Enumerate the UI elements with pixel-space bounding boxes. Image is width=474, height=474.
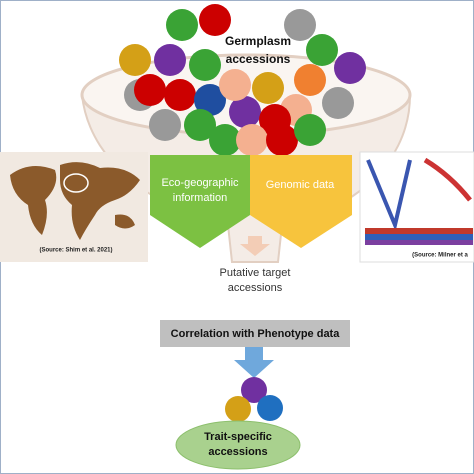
ball: [119, 44, 151, 76]
ball: [194, 84, 226, 116]
down-arrow: [234, 347, 274, 378]
ball: [294, 64, 326, 96]
plot-scatter: [366, 159, 412, 232]
ball: [149, 109, 181, 141]
down-arrow: [240, 236, 270, 256]
ball: [294, 114, 326, 146]
plot-scatter: [423, 157, 472, 202]
ball: [189, 49, 221, 81]
trait-label: Trait-specific accessions: [204, 431, 272, 458]
ball: [225, 396, 251, 422]
ball: [199, 4, 231, 36]
genomic-arrow: [250, 155, 352, 248]
plot-bar: [365, 228, 473, 234]
trait-ellipse: [175, 420, 301, 470]
ball: [164, 79, 196, 111]
ball: [257, 395, 283, 421]
correlation-label: Correlation with Phenotype data: [171, 328, 341, 340]
putative-label: Putative target accessions: [220, 267, 291, 294]
map-land: [10, 162, 140, 240]
ball: [306, 34, 338, 66]
ball: [209, 124, 241, 156]
ball: [184, 109, 216, 141]
ball: [236, 124, 268, 156]
plot-bar: [365, 240, 473, 245]
accession-balls: [119, 4, 366, 156]
correlation-box: [160, 320, 350, 347]
source-note: (Source: Milner et a: [412, 253, 468, 259]
ball: [284, 9, 316, 41]
ball: [334, 52, 366, 84]
funnel-label: Germplasm accessions: [225, 34, 291, 66]
source-note: (Source: Shim et al. 2021): [39, 248, 112, 254]
eco-arrow: [150, 155, 250, 248]
ball: [134, 74, 166, 106]
ball: [322, 87, 354, 119]
ball: [229, 96, 261, 128]
ball: [266, 124, 298, 156]
ball: [154, 44, 186, 76]
ball: [166, 9, 198, 41]
plot-bar: [365, 234, 473, 240]
plot-image: [359, 151, 474, 263]
ball: [252, 72, 284, 104]
eco-label: Eco-geographic information: [161, 177, 239, 204]
ball: [219, 69, 251, 101]
map-highlight: [63, 173, 89, 193]
genomic-label: Genomic data: [266, 179, 335, 191]
ball: [241, 377, 267, 403]
